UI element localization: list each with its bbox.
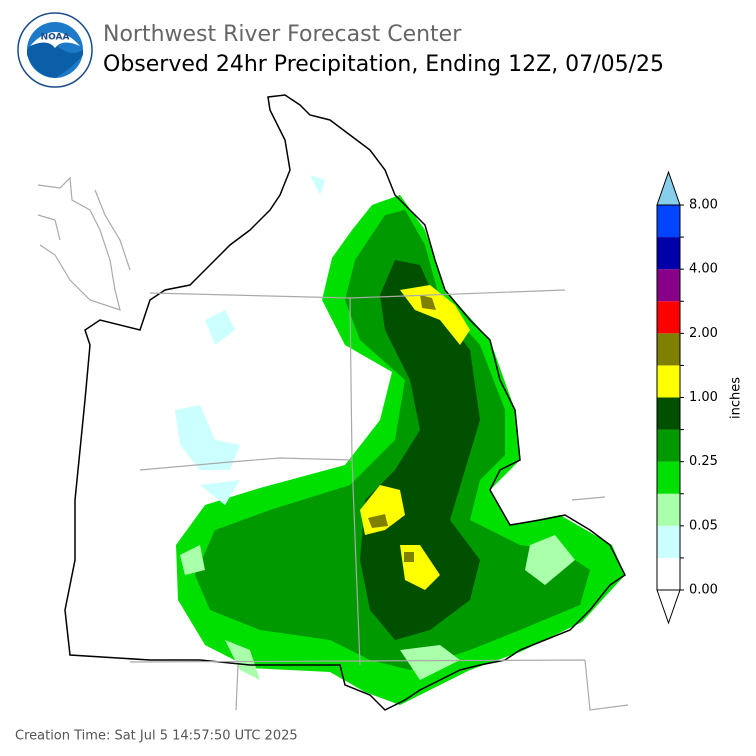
creation-time: Creation Time: Sat Jul 5 14:57:50 UTC 20… [15, 729, 298, 744]
precip-trace [180, 535, 575, 680]
precip-yellow [360, 285, 470, 590]
colorbar-swatch [657, 365, 680, 398]
colorbar-tick-label: 0.05 [689, 518, 718, 533]
coastline [37, 176, 131, 311]
logo-wave [27, 38, 83, 78]
colorbar-swatch [657, 461, 680, 494]
colorbar-swatch [657, 205, 680, 238]
basin-outline [64, 94, 626, 711]
map-title: Observed 24hr Precipitation, Ending 12Z,… [103, 52, 664, 77]
colorbar-swatch [657, 429, 680, 462]
precip-heavy [360, 260, 480, 640]
colorbar-tick-label: 1.00 [689, 390, 718, 405]
colorbar-tick-label: 0.25 [689, 454, 718, 469]
state-lines [129, 289, 629, 711]
colorbar-tick-label: 0.00 [689, 583, 718, 598]
agency: Northwest River Forecast Center [103, 22, 462, 47]
colorbar-swatch [657, 237, 680, 270]
colorbar-swatch [657, 493, 680, 526]
logo-text: NOAA [41, 33, 70, 43]
colorbar-swatch [657, 269, 680, 302]
logo: NOAA [17, 12, 93, 88]
colorbar-swatch [657, 525, 680, 558]
colorbar-swatch [657, 557, 680, 590]
colorbar-tick-label: 8.00 [689, 198, 718, 213]
colorbar-swatch [657, 333, 680, 366]
colorbar-swatch [657, 397, 680, 430]
map [37, 94, 629, 711]
colorbar-label: inches [729, 377, 744, 419]
colorbar: 0.00 0.05 0.25 1.00 2.00 4.00 8.00 [656, 170, 718, 625]
colorbar-tick-label: 2.00 [689, 326, 718, 341]
precip-moderate [195, 210, 590, 670]
colorbar-tick-label: 4.00 [689, 262, 718, 277]
logo-bird [30, 32, 80, 48]
colorbar-swatch [657, 301, 680, 334]
